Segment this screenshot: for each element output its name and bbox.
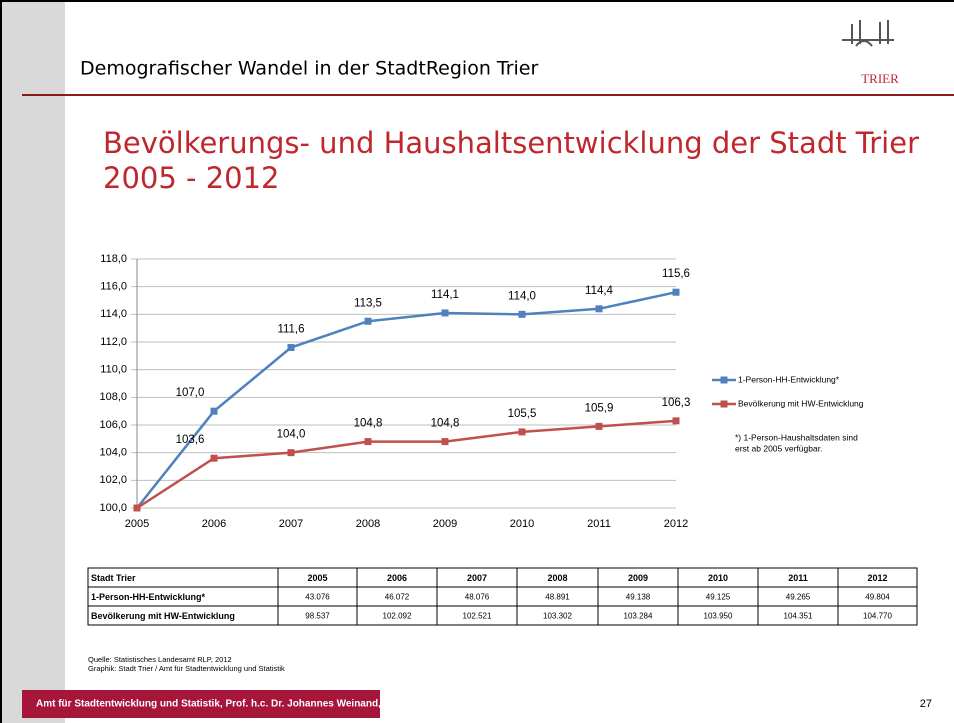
value-label: 104,8 — [431, 418, 460, 430]
source: Quelle: Statistisches Landesamt RLP, 201… — [88, 655, 232, 664]
y-tick-label: 114,0 — [100, 308, 127, 320]
value-label: 103,6 — [176, 434, 205, 446]
value-label: 107,0 — [176, 387, 205, 399]
y-tick-label: 104,0 — [99, 447, 127, 459]
value-label: 106,3 — [662, 397, 691, 409]
marker — [364, 317, 372, 325]
y-tick-label: 106,0 — [99, 419, 127, 431]
x-tick-label: 2005 — [125, 518, 149, 530]
table-cell-text: 103.950 — [704, 612, 733, 621]
table-cell-text: 46.072 — [385, 593, 410, 602]
marker — [595, 305, 603, 313]
table-header-cell: 2009 — [628, 573, 648, 583]
table-cell-text: 103.284 — [624, 612, 653, 621]
table-cell-text: 1-Person-HH-Entwicklung* — [91, 592, 206, 602]
y-tick-label: 112,0 — [100, 336, 127, 348]
legend-label: 1-Person-HH-Entwicklung* — [738, 374, 840, 384]
x-tick-label: 2007 — [279, 518, 303, 530]
series-line — [136, 419, 677, 510]
value-label: 104,0 — [277, 429, 306, 441]
marker — [210, 454, 218, 462]
x-tick-label: 2008 — [356, 518, 380, 530]
table-header-cell: 2012 — [867, 573, 887, 583]
value-label: 115,6 — [662, 268, 690, 280]
y-tick-label: 110,0 — [100, 364, 127, 376]
table-header-cell: Stadt Trier — [91, 573, 136, 583]
value-label: 111,6 — [277, 324, 304, 336]
annotation: *) 1-Person-Haushaltsdaten sind — [735, 432, 858, 442]
marker — [672, 288, 680, 296]
table-cell-text: Bevölkerung mit HW-Entwicklung — [91, 611, 235, 621]
table-cell-text: 43.076 — [305, 593, 330, 602]
x-tick-label: 2010 — [510, 518, 534, 530]
footer-bar — [22, 690, 380, 718]
header-area — [65, 0, 954, 96]
logo-icon — [842, 20, 894, 47]
table-header-cell: 2008 — [547, 573, 567, 583]
table-cell-text: 48.076 — [465, 593, 490, 602]
table-cell-text: 49.138 — [626, 593, 651, 602]
annotation: erst ab 2005 verfügbar. — [735, 443, 822, 453]
y-tick-label: 108,0 — [99, 391, 127, 403]
source: Graphik: Stadt Trier / Amt für Stadtentw… — [88, 664, 285, 673]
y-tick-label: 116,0 — [100, 281, 127, 293]
marker — [287, 344, 295, 352]
legend-marker — [720, 400, 728, 408]
logo: TRIER — [842, 20, 899, 86]
legend-marker — [720, 376, 728, 384]
marker — [518, 428, 526, 436]
table-header-cell: 2010 — [708, 573, 728, 583]
table: Stadt Trier 2005 2006 2007 2008 2009 2010 2011 2… — [87, 567, 918, 626]
table-cell-text: 98.537 — [305, 612, 330, 621]
value-label: 113,5 — [354, 297, 382, 309]
marker — [210, 407, 218, 415]
marker — [133, 504, 141, 512]
marker — [672, 417, 680, 425]
table-cell-text: 49.265 — [786, 593, 811, 602]
marker — [518, 310, 526, 318]
slide-title: 2005 - 2012 — [103, 161, 280, 195]
y-tick-label: 100,0 — [99, 502, 127, 514]
value-label: 105,5 — [508, 408, 537, 420]
table-header-cell: 2007 — [467, 573, 487, 583]
x-tick-label: 2006 — [202, 518, 226, 530]
chart: 100,0 102,0 104,0 106,0 108,0 110,0 112,0 114,0… — [99, 253, 863, 530]
marker — [364, 438, 372, 446]
marker — [441, 438, 449, 446]
series-line — [136, 290, 677, 509]
value-label: 114,0 — [508, 290, 536, 302]
side-bar — [0, 0, 65, 723]
x-tick-label: 2012 — [664, 518, 688, 530]
table-cell-text: 49.804 — [865, 593, 890, 602]
value-label: 114,4 — [585, 285, 614, 297]
y-tick-label: 118,0 — [100, 253, 127, 265]
value-label: 114,1 — [431, 289, 459, 301]
table-header-cell: 2006 — [387, 573, 407, 583]
marker — [441, 309, 449, 317]
legend-label: Bevölkerung mit HW-Entwicklung — [738, 398, 864, 408]
value-label: 105,9 — [585, 402, 614, 414]
marker — [287, 449, 295, 457]
footer-text: Amt für Stadtentwicklung und Statistik, … — [36, 699, 457, 710]
table-header-cell: 2011 — [788, 573, 808, 583]
table-cell-text: 49.125 — [706, 593, 731, 602]
table-cell-text: 102.521 — [463, 612, 492, 621]
table-cell-text: 104.770 — [863, 612, 892, 621]
page-number: 27 — [920, 698, 932, 710]
table-cell-text: 48.891 — [545, 593, 570, 602]
table-cell — [837, 605, 918, 626]
table-header-cell: 2005 — [307, 573, 327, 583]
header-title: Demografischer Wandel in der StadtRegion… — [80, 58, 538, 80]
x-tick-label: 2011 — [587, 518, 611, 530]
table-cell-text: 102.092 — [383, 612, 412, 621]
value-label: 104,8 — [354, 418, 383, 430]
slide-title: Bevölkerungs- und Haushaltsentwicklung d… — [103, 126, 919, 160]
table-cell-text: 103.302 — [543, 612, 572, 621]
marker — [595, 422, 603, 430]
logo-text: TRIER — [861, 71, 899, 86]
x-tick-label: 2009 — [433, 518, 457, 530]
y-tick-label: 102,0 — [99, 474, 127, 486]
table-cell-text: 104.351 — [784, 612, 813, 621]
